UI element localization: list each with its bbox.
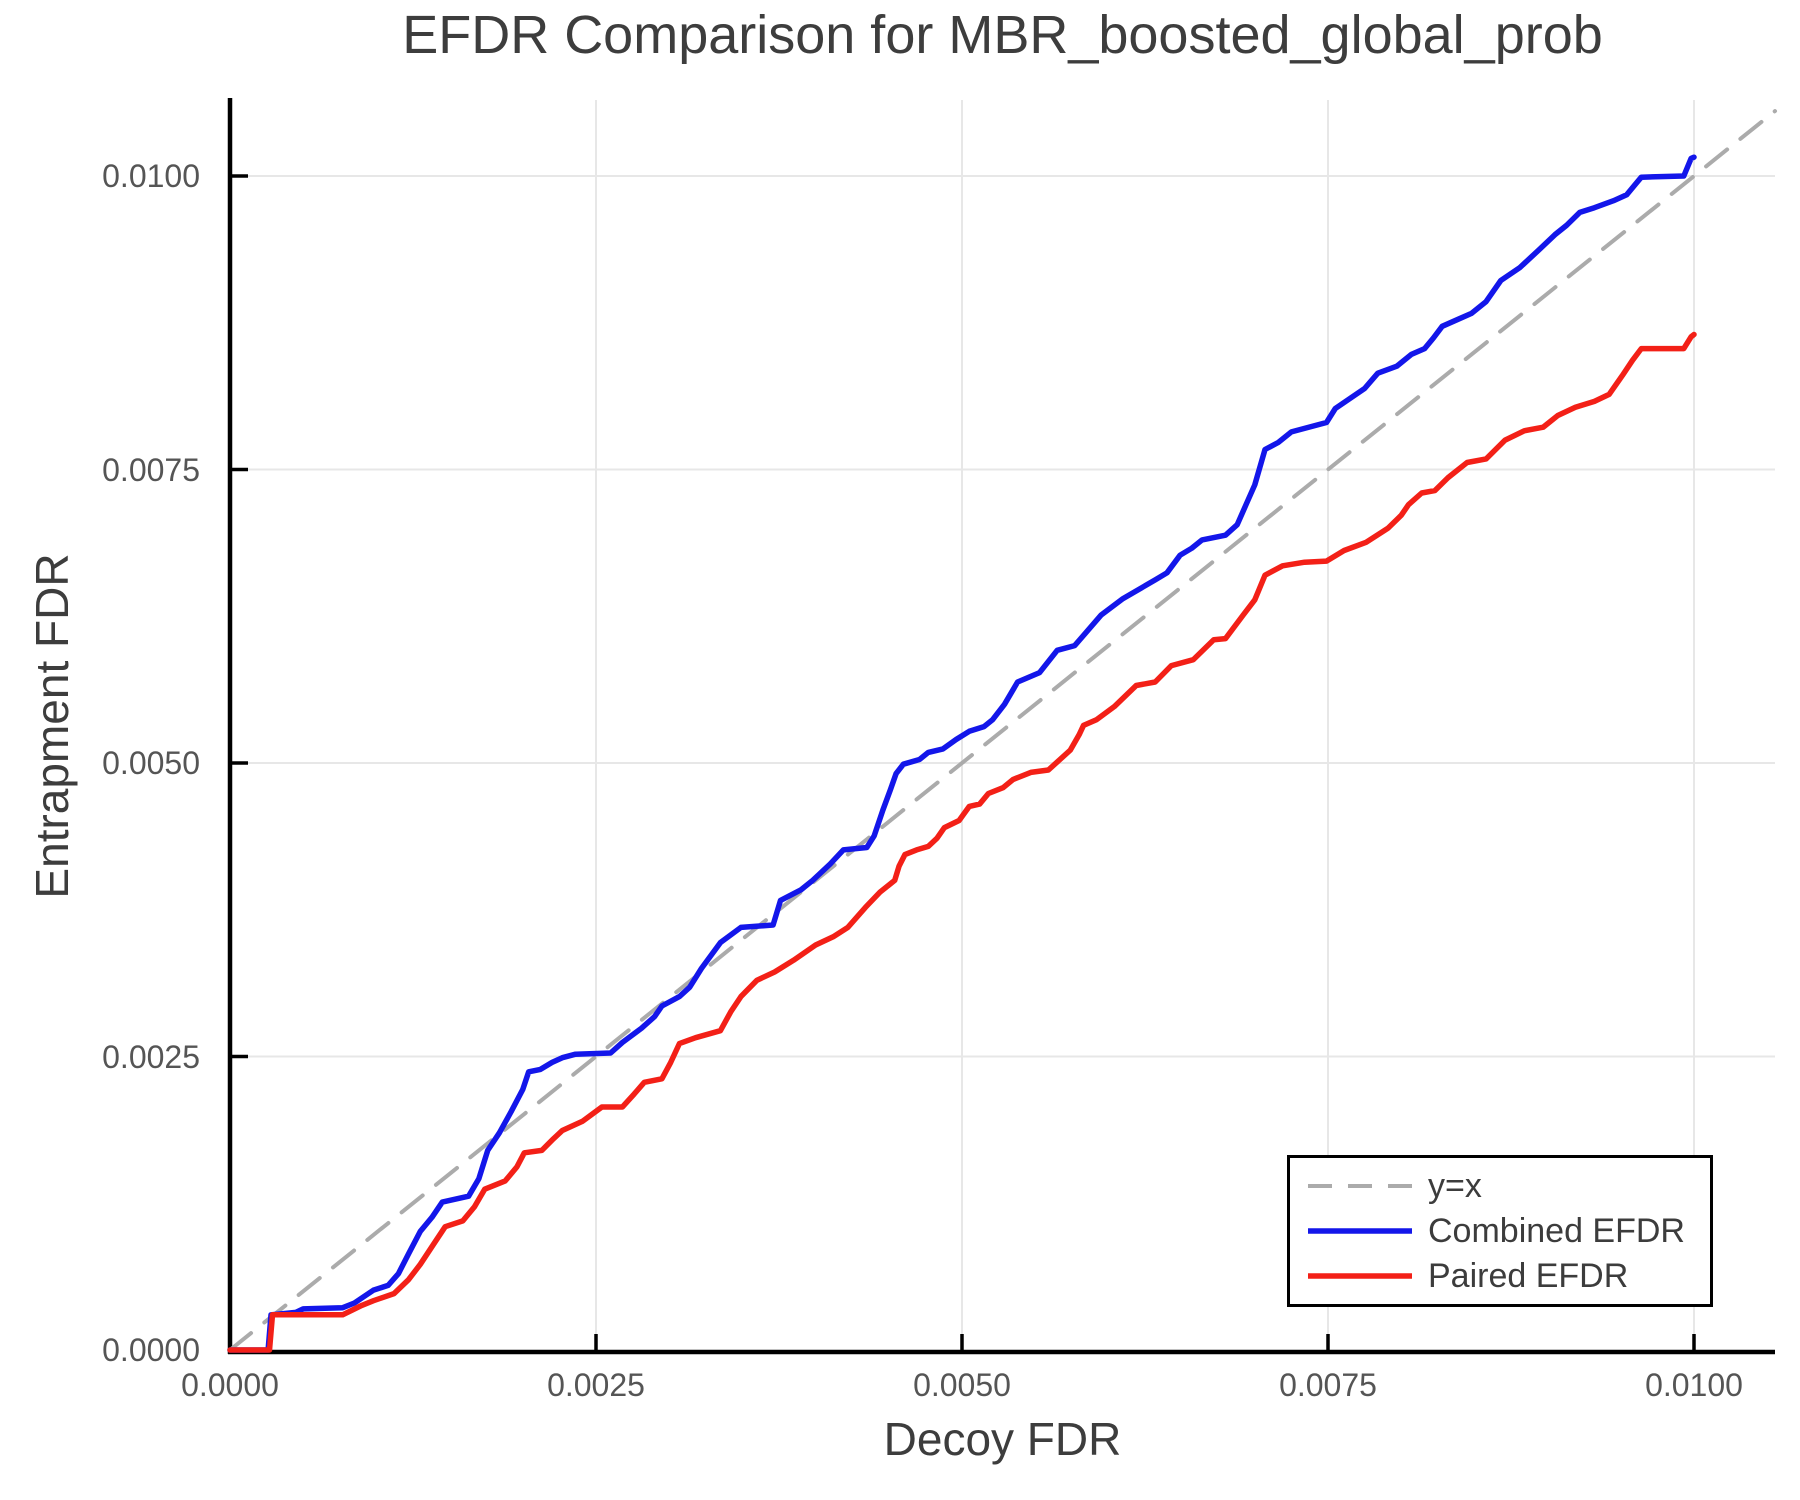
x-tick-label: 0.0075: [1279, 1367, 1377, 1403]
y-tick-label: 0.0050: [102, 745, 200, 781]
x-tick-label: 0.0050: [913, 1367, 1011, 1403]
legend-row: Paired EFDR: [1304, 1254, 1710, 1299]
legend: y=x Combined EFDR Paired EFDR: [1287, 1155, 1713, 1307]
combined-efdr-line: [227, 154, 1697, 1353]
chart-title: EFDR Comparison for MBR_boosted_global_p…: [402, 5, 1603, 65]
x-tick-label: 0.0000: [181, 1367, 279, 1403]
legend-label: y=x: [1428, 1166, 1482, 1205]
y-axis-label: Entrapment FDR: [26, 553, 78, 899]
y-tick-label: 0.0100: [102, 158, 200, 194]
y-tick-label: 0.0075: [102, 451, 200, 488]
legend-line-sample: [1308, 1228, 1412, 1234]
x-axis-label: Decoy FDR: [883, 1413, 1122, 1465]
legend-label: Combined EFDR: [1428, 1211, 1685, 1250]
legend-row: y=x: [1304, 1164, 1710, 1209]
paired-efdr-line: [227, 331, 1697, 1353]
identity-line: [228, 109, 1777, 1352]
legend-row: Combined EFDR: [1304, 1209, 1710, 1254]
y-tick-label: 0.0025: [102, 1038, 200, 1075]
x-tick-label: 0.0025: [547, 1367, 645, 1403]
y-tick-label: 0.0000: [102, 1332, 200, 1368]
legend-line-sample: [1308, 1273, 1412, 1279]
legend-dashed-line-sample: [1308, 1184, 1412, 1188]
x-tick-label: 0.0100: [1645, 1367, 1743, 1403]
legend-label: Paired EFDR: [1428, 1256, 1629, 1295]
